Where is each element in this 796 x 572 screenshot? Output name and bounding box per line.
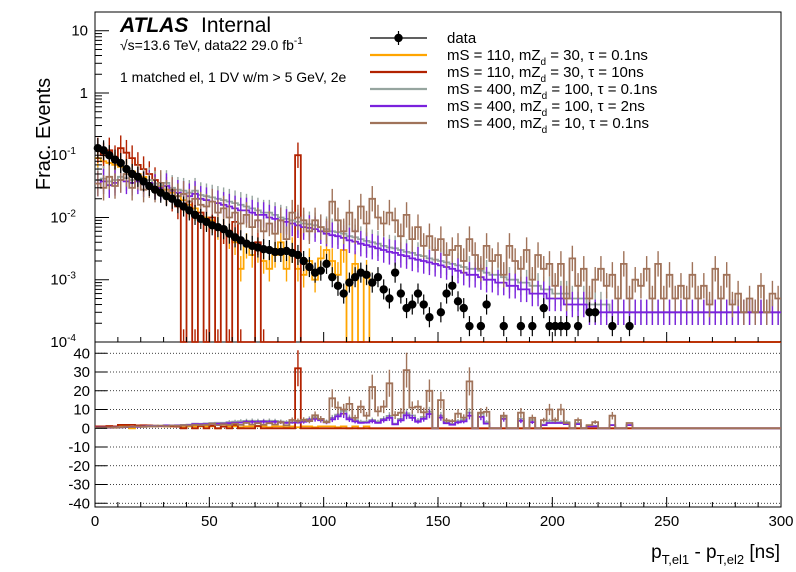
ratio-tick-label: -30 — [68, 477, 90, 494]
data-point — [373, 272, 383, 282]
data-point — [448, 281, 457, 290]
data-point — [408, 300, 417, 309]
ratio-tick-label: 0 — [82, 420, 90, 437]
data-point — [390, 268, 400, 277]
x-tick-label: 0 — [91, 513, 99, 530]
data-point — [368, 278, 377, 287]
data-point — [139, 177, 148, 186]
legend-entry-0: mS = 110, mZd = 30, τ = 0.1ns — [447, 47, 648, 68]
data-point — [413, 289, 423, 298]
data-point — [528, 321, 537, 331]
data-point — [453, 297, 463, 306]
series-line-4 — [95, 173, 781, 314]
y-tick-label: 10-3 — [50, 271, 76, 289]
data-point — [333, 281, 343, 290]
data-point — [219, 224, 228, 234]
data-point — [425, 313, 434, 322]
legend-entry-2: mS = 400, mZd = 100, τ = 0.1ns — [447, 81, 657, 102]
y-tick-label: 10-4 — [50, 333, 76, 351]
x-tick-label: 150 — [425, 513, 450, 530]
status-label: Internal — [201, 14, 271, 37]
data-point — [322, 259, 331, 269]
data-point — [316, 266, 326, 275]
legend-entry-data: data — [447, 30, 477, 47]
data-point — [499, 321, 508, 331]
data-point — [99, 146, 108, 155]
ratio-tick-label: -10 — [68, 439, 90, 456]
y-tick-label: 10-2 — [50, 208, 76, 226]
data-point — [167, 194, 177, 203]
x-tick-label: 50 — [201, 513, 218, 530]
data-point — [116, 158, 125, 168]
data-point — [476, 321, 486, 331]
data-point — [350, 272, 360, 282]
ratio-tick-label: 20 — [73, 383, 90, 400]
x-axis-title: pT,el1 - pT,el2 [ns] — [651, 542, 780, 567]
data-point — [379, 285, 388, 294]
data-point — [625, 321, 634, 331]
axis-ticks: 0 50 100 150 200 250 30010110-110-210-310-4403… — [50, 11, 794, 530]
data-point — [573, 321, 583, 331]
data-point — [345, 278, 354, 287]
data-point — [482, 300, 491, 309]
x-tick-label: 100 — [311, 513, 336, 530]
data-points — [93, 138, 634, 337]
data-point — [105, 151, 114, 160]
data-point — [436, 308, 446, 317]
energy-label: √s=13.6 TeV, data22 29.0 fb-1 — [120, 36, 303, 53]
y-axis-title: Frac. Events — [33, 78, 55, 190]
data-point — [185, 206, 194, 215]
ratio-tick-label: -40 — [68, 495, 90, 512]
y-tick-label: 10 — [71, 23, 88, 40]
data-point — [516, 321, 526, 331]
ratio-panel-series — [95, 350, 781, 430]
ratio-tick-label: 10 — [73, 402, 90, 419]
data-point — [299, 256, 308, 266]
ratio-line-4 — [95, 369, 781, 430]
ratio-tick-label: 30 — [73, 364, 90, 381]
selection-label: 1 matched el, 1 DV w/m > 5 GeV, 2e — [120, 69, 347, 85]
data-point — [328, 272, 337, 282]
y-tick-label: 1 — [80, 85, 88, 102]
data-point — [459, 303, 468, 313]
data-point — [293, 250, 303, 260]
data-point — [305, 262, 314, 272]
legend-entry-4: mS = 400, mZd = 10, τ = 0.1ns — [447, 115, 649, 136]
data-point — [133, 172, 143, 182]
data-point — [591, 308, 600, 317]
data-point — [608, 321, 617, 331]
data-point — [339, 289, 348, 298]
data-point — [419, 300, 428, 309]
data-point — [396, 289, 406, 298]
x-tick-label: 300 — [768, 513, 793, 530]
data-point — [562, 321, 571, 331]
legend-data-marker — [394, 33, 403, 43]
ratio-tick-label: 40 — [73, 345, 90, 362]
legend-entry-1: mS = 110, mZd = 30, τ = 10ns — [447, 64, 644, 85]
y-tick-label: 10-1 — [50, 146, 76, 164]
data-point — [465, 321, 474, 331]
data-point — [362, 270, 371, 280]
x-tick-label: 200 — [540, 513, 565, 530]
legend-entry-3: mS = 400, mZd = 100, τ = 2ns — [447, 98, 645, 119]
data-point — [539, 303, 548, 313]
top-panel-series — [95, 135, 781, 343]
ratio-tick-label: -20 — [68, 458, 90, 475]
atlas-label: ATLAS — [119, 14, 188, 37]
series-line-2 — [95, 175, 781, 314]
data-point — [442, 289, 451, 298]
x-tick-label: 250 — [654, 513, 679, 530]
data-point — [385, 294, 394, 303]
data-point — [122, 164, 131, 174]
